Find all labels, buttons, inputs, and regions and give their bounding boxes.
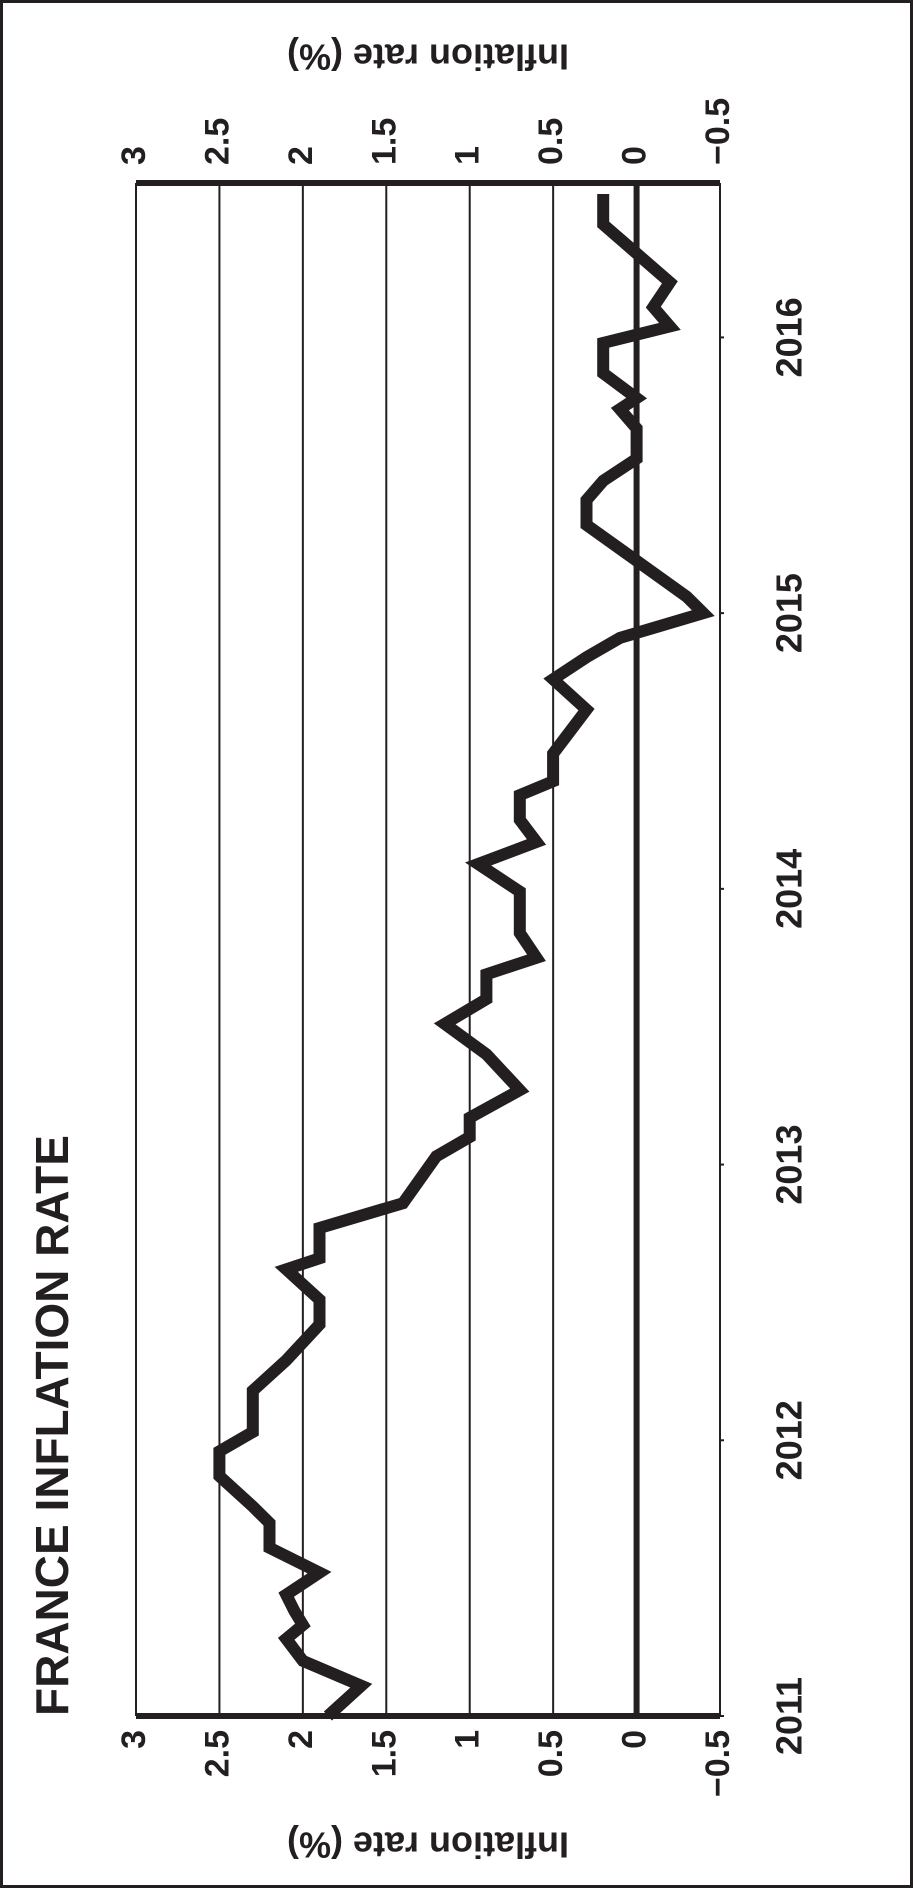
y-tick-label: −0.5 <box>699 1730 737 1797</box>
y-tick-label: 2.5 <box>198 1730 236 1777</box>
y2-tick-label: 3 <box>115 146 153 165</box>
y-tick-label: 0.5 <box>532 1730 570 1777</box>
y-tick-label: 0 <box>616 1730 654 1749</box>
x-tick-label: 2013 <box>769 1125 810 1205</box>
y-tick-label: 3 <box>115 1730 153 1749</box>
x-tick-label: 2011 <box>769 1677 810 1755</box>
y-tick-label: 2 <box>282 1730 320 1749</box>
y2-tick-label: 0 <box>616 146 654 165</box>
y2-tick-label: 2.5 <box>198 118 236 165</box>
y2-axis-label: Inflation rate (%) <box>287 36 569 77</box>
y-tick-label: 1.5 <box>365 1730 403 1777</box>
data-line <box>213 194 715 1721</box>
y2-tick-label: 1.5 <box>365 118 403 165</box>
y-tick-label: 1 <box>449 1730 487 1749</box>
x-tick-label: 2015 <box>769 573 810 653</box>
y2-tick-label: 2 <box>282 146 320 165</box>
y2-tick-label: 1 <box>449 146 487 165</box>
x-tick-label: 2012 <box>769 1400 810 1480</box>
y-axis-label: Inflation rate (%) <box>287 1824 569 1865</box>
x-tick-label: 2014 <box>769 849 810 929</box>
chart-title: FRANCE INFLATION RATE <box>26 1135 78 1716</box>
x-tick-label: 2016 <box>769 297 810 377</box>
y2-tick-label: −0.5 <box>699 98 737 165</box>
chart: FRANCE INFLATION RATE Inflation rate (%)… <box>26 36 809 1865</box>
y2-tick-label: 0.5 <box>532 118 570 165</box>
